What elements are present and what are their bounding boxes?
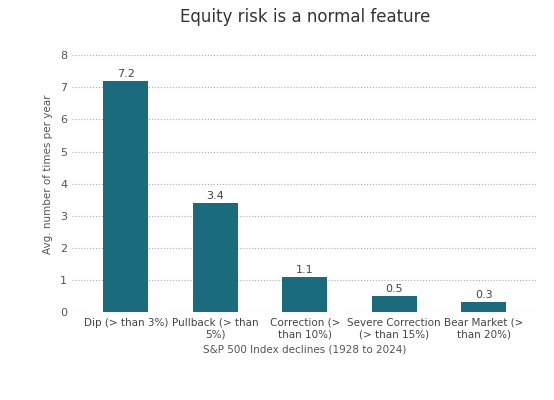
Bar — [283, 277, 327, 312]
Text: 1.1: 1.1 — [296, 265, 314, 275]
Title: Equity risk is a normal feature: Equity risk is a normal feature — [179, 8, 430, 26]
Bar — [372, 296, 417, 312]
Text: 0.5: 0.5 — [386, 284, 403, 294]
Bar — [193, 203, 238, 312]
Bar — [104, 81, 148, 312]
Text: 3.4: 3.4 — [206, 191, 224, 201]
X-axis label: S&P 500 Index declines (1928 to 2024): S&P 500 Index declines (1928 to 2024) — [203, 345, 407, 355]
Text: 7.2: 7.2 — [117, 69, 135, 79]
Bar — [461, 302, 506, 312]
Y-axis label: Avg. number of times per year: Avg. number of times per year — [43, 94, 53, 254]
Text: 0.3: 0.3 — [475, 290, 493, 300]
